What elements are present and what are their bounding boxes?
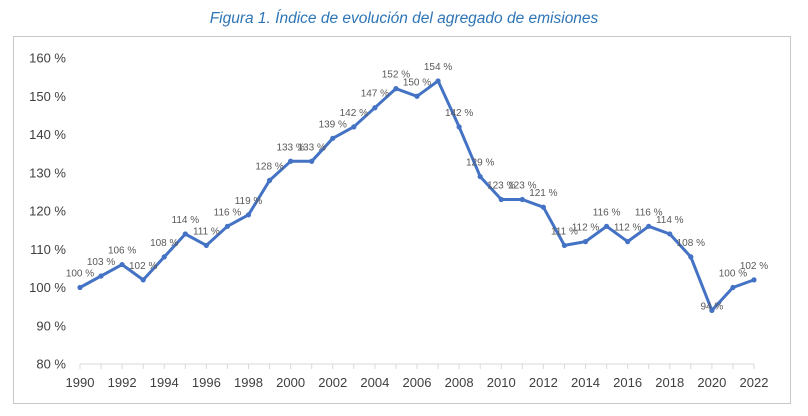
- data-label: 147 %: [361, 89, 389, 100]
- y-tick-label: 100 %: [29, 280, 66, 295]
- data-point: [688, 254, 694, 260]
- data-point: [182, 231, 188, 237]
- data-label: 102 %: [740, 261, 768, 272]
- y-tick-label: 130 %: [29, 165, 66, 180]
- x-tick-label: 1990: [66, 375, 95, 390]
- data-label: 139 %: [319, 119, 347, 130]
- data-point: [330, 135, 336, 141]
- data-label: 94 %: [700, 301, 723, 312]
- data-label: 133 %: [298, 142, 326, 153]
- data-point: [561, 242, 568, 249]
- data-point: [519, 196, 525, 203]
- data-point: [751, 277, 757, 283]
- data-label: 123 %: [508, 181, 536, 192]
- data-label: 121 %: [529, 188, 557, 199]
- data-point: [498, 196, 504, 203]
- data-point: [709, 307, 715, 314]
- data-label: 106 %: [108, 246, 136, 257]
- data-point: [309, 158, 315, 164]
- data-label: 142 %: [445, 108, 473, 119]
- chart-frame: [13, 36, 791, 404]
- x-tick-label: 2016: [613, 375, 642, 390]
- data-label: 142 %: [340, 108, 368, 119]
- data-point: [351, 124, 357, 130]
- data-label: 119 %: [235, 196, 263, 207]
- data-label: 103 %: [87, 257, 115, 268]
- data-point: [603, 223, 610, 229]
- data-point: [203, 242, 209, 249]
- data-label: 111 %: [551, 226, 578, 237]
- y-tick-label: 140 %: [29, 127, 66, 142]
- data-label: 133 %: [276, 142, 304, 153]
- x-tick-label: 2014: [571, 375, 600, 390]
- data-label: 150 %: [403, 77, 431, 88]
- data-point: [119, 261, 125, 268]
- x-tick-label: 1998: [234, 375, 263, 390]
- data-point: [414, 93, 420, 99]
- x-tick-label: 2020: [697, 375, 726, 390]
- data-label: 152 %: [382, 70, 410, 81]
- data-point: [288, 158, 294, 164]
- x-tick-label: 2000: [276, 375, 305, 390]
- y-tick-label: 120 %: [29, 204, 66, 219]
- data-point: [372, 105, 378, 111]
- data-point: [393, 86, 399, 92]
- data-label: 114 %: [656, 215, 684, 226]
- data-point: [625, 239, 631, 245]
- x-tick-label: 2008: [445, 375, 474, 390]
- y-tick-label: 90 %: [36, 318, 66, 333]
- y-tick-label: 110 %: [30, 242, 66, 257]
- data-label: 112 %: [614, 223, 642, 234]
- x-tick-label: 1996: [192, 375, 221, 390]
- data-point: [435, 78, 441, 84]
- x-tick-label: 2010: [487, 375, 516, 390]
- data-label: 100 %: [719, 269, 747, 280]
- x-tick-label: 1994: [150, 375, 179, 390]
- data-label: 128 %: [255, 161, 283, 172]
- x-tick-label: 2006: [403, 375, 432, 390]
- data-point: [140, 277, 146, 283]
- series-line: [78, 79, 756, 312]
- data-label: 116 %: [593, 207, 621, 218]
- data-label: 154 %: [424, 62, 452, 73]
- x-tick-label: 2002: [318, 375, 347, 390]
- data-point: [77, 284, 83, 291]
- y-tick-label: 80 %: [36, 357, 66, 372]
- x-tick-label: 2022: [740, 375, 769, 390]
- data-point: [245, 212, 252, 218]
- chart-title: Figura 1. Índice de evolución del agrega…: [209, 10, 599, 27]
- x-tick-label: 1992: [108, 375, 137, 390]
- x-tick-label: 2004: [360, 375, 389, 390]
- data-label: 102 %: [129, 261, 157, 272]
- x-tick-label: 2018: [655, 375, 684, 390]
- data-point: [540, 204, 546, 210]
- data-label: 123 %: [487, 181, 515, 192]
- data-label: 129 %: [466, 158, 494, 169]
- data-point: [161, 254, 167, 260]
- y-tick-label: 160 %: [29, 51, 66, 66]
- data-label: 116 %: [214, 207, 242, 218]
- data-label: 100 %: [66, 269, 94, 280]
- y-tick-label: 150 %: [29, 89, 66, 104]
- data-label: 108 %: [150, 238, 178, 249]
- data-point: [456, 124, 462, 130]
- data-label: 114 %: [172, 215, 200, 226]
- data-label: 111 %: [193, 226, 220, 237]
- data-point: [667, 231, 673, 237]
- data-point: [224, 223, 231, 229]
- data-point: [98, 273, 104, 279]
- x-tick-label: 2012: [529, 375, 558, 390]
- data-label: 116 %: [635, 207, 663, 218]
- data-point: [477, 173, 483, 180]
- data-point: [266, 177, 273, 183]
- data-point: [582, 239, 589, 245]
- data-point: [646, 223, 652, 229]
- data-label: 108 %: [677, 238, 705, 249]
- data-label: 112 %: [572, 223, 600, 234]
- data-point: [730, 284, 736, 291]
